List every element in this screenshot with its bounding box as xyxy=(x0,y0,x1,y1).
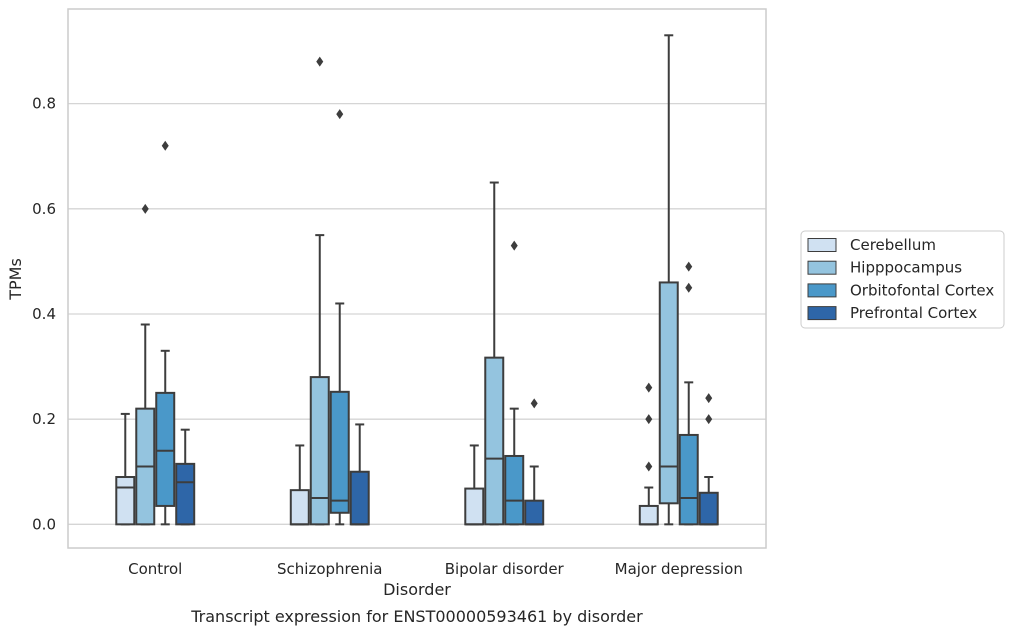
box xyxy=(504,454,525,526)
outlier-point xyxy=(645,461,653,472)
legend-label: Prefrontal Cortex xyxy=(850,304,977,322)
box-plot xyxy=(115,412,136,526)
x-tick-label: Major depression xyxy=(615,560,743,578)
outlier-point xyxy=(530,398,538,409)
box-plot xyxy=(289,444,310,526)
outlier-point xyxy=(141,203,149,214)
box-plot xyxy=(175,428,196,526)
x-tick-label: Control xyxy=(128,560,182,578)
plot-frame xyxy=(67,8,767,549)
box xyxy=(698,491,719,526)
outlier-point xyxy=(336,109,344,120)
legend-label: Orbitofontal Cortex xyxy=(850,281,994,299)
box xyxy=(309,376,330,526)
box xyxy=(464,487,485,526)
chart-caption: Transcript expression for ENST0000059346… xyxy=(190,607,643,626)
box-plot xyxy=(484,181,505,526)
legend-swatch xyxy=(807,238,837,252)
legend-swatch xyxy=(807,306,837,321)
y-tick-label: 0.8 xyxy=(32,95,56,113)
box xyxy=(155,391,176,507)
box xyxy=(484,356,505,526)
outlier-point xyxy=(685,261,693,272)
outlier-point xyxy=(685,282,693,293)
y-tick-label: 0.0 xyxy=(32,515,56,533)
box-plot xyxy=(658,34,679,526)
box-plot xyxy=(349,423,370,526)
y-tick-label: 0.6 xyxy=(32,200,56,218)
legend-label: Hipppocampus xyxy=(850,259,962,277)
box-plot xyxy=(135,203,156,526)
legend-frame xyxy=(800,230,1005,329)
x-tick-layer: Control Schizophrenia Bipolar disorder Majo… xyxy=(128,560,743,578)
box xyxy=(638,504,659,526)
legend-swatch xyxy=(807,283,837,298)
box-plot xyxy=(155,140,176,526)
x-axis-label: Disorder xyxy=(383,580,451,599)
box-plot xyxy=(698,393,719,526)
box xyxy=(658,281,679,505)
box xyxy=(289,489,310,526)
box xyxy=(678,433,699,526)
x-tick-label: Schizophrenia xyxy=(277,560,382,578)
outlier-point xyxy=(316,56,324,67)
outlier-point xyxy=(645,414,653,425)
box xyxy=(524,499,545,526)
legend: Cerebellum Hipppocampus Orbitofontal Corte… xyxy=(800,230,1005,329)
outlier-point xyxy=(705,414,713,425)
outlier-point xyxy=(161,140,169,151)
x-tick-label: Bipolar disorder xyxy=(445,560,565,578)
legend-label: Cerebellum xyxy=(850,236,936,254)
legend-items: Cerebellum Hipppocampus Orbitofontal Corte… xyxy=(807,236,994,322)
y-tick-label: 0.2 xyxy=(32,410,56,428)
box-plot xyxy=(329,109,350,526)
y-tick-layer: 0.0 0.2 0.4 0.6 0.8 xyxy=(32,95,56,534)
box-plot xyxy=(309,56,330,526)
box-plot xyxy=(638,382,659,526)
box-plot xyxy=(678,261,699,526)
y-axis-label: TPMs xyxy=(6,258,25,301)
box xyxy=(329,390,350,514)
box-plot xyxy=(504,240,525,526)
box xyxy=(349,470,370,526)
box xyxy=(115,476,136,526)
box-layer xyxy=(115,34,719,526)
legend-swatch xyxy=(807,260,837,275)
box xyxy=(175,462,196,526)
outlier-point xyxy=(645,382,653,393)
box-plot xyxy=(464,444,485,526)
y-tick-label: 0.4 xyxy=(32,305,56,323)
outlier-point xyxy=(510,240,518,251)
box-plot xyxy=(524,398,545,526)
outlier-point xyxy=(705,393,713,404)
